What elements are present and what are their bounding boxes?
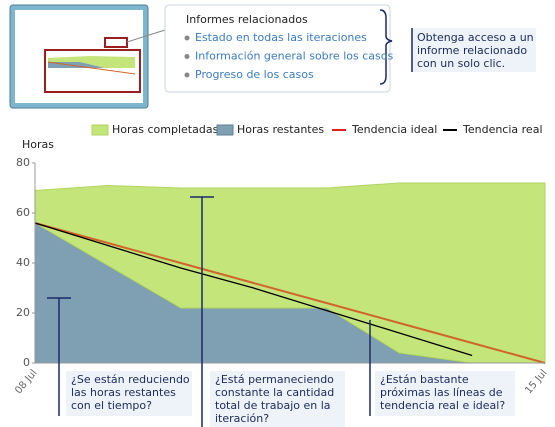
annotation-box: [66, 371, 192, 416]
legend-label: Tendencia real: [462, 123, 543, 136]
annotation-text: iteración?: [215, 412, 269, 425]
y-tick-label: 0: [23, 356, 30, 369]
bullet: [184, 54, 190, 59]
legend-swatch: [216, 124, 234, 136]
y-axis-label: Horas: [22, 138, 54, 151]
annotation-text: tendencia real e ideal?: [380, 399, 505, 412]
annotation-text: las horas restantes: [71, 386, 176, 399]
bullet: [184, 72, 190, 78]
thumbnail: [9, 4, 166, 109]
chart: Horas 0 20 40 60 80 08 Jul 15 Jul Horas completa…: [13, 123, 550, 427]
x-tick-label: 08 Jul: [13, 368, 39, 396]
callout-text: con un solo clic.: [417, 57, 505, 70]
bullet: [184, 35, 190, 41]
legend-label: Horas restantes: [237, 123, 324, 136]
related-panel: [164, 4, 391, 93]
callout-text: Obtenga acceso a un: [417, 31, 534, 44]
annotation-box: [210, 371, 345, 427]
y-tick-label: 20: [16, 306, 30, 319]
annotation-text: próximas las líneas de: [380, 386, 503, 399]
report-link[interactable]: Información general sobre los casos: [195, 50, 393, 63]
x-tick-label: 15 Jul: [523, 368, 549, 396]
report-link[interactable]: Estado en todas las iteraciones: [195, 31, 367, 44]
annotation-text: constante la cantidad: [215, 386, 334, 399]
annotation-text: con el tiempo?: [71, 399, 152, 412]
report-link[interactable]: Progreso de los casos: [195, 68, 314, 81]
trend-line: [34, 222, 473, 357]
callout-text: informe relacionado: [417, 44, 527, 57]
annotation-box: [375, 371, 515, 416]
brace: [379, 9, 393, 85]
y-tick-label: 60: [16, 206, 30, 219]
y-tick-label: 40: [16, 256, 30, 269]
trend-line: [34, 222, 546, 364]
y-tick-label: 80: [16, 156, 30, 169]
legend-label: Horas completadas: [112, 123, 219, 136]
annotation-text: ¿Se están reduciendo: [71, 373, 190, 386]
legend-swatch: [91, 124, 109, 136]
annotation-text: ¿Están bastante: [380, 373, 469, 386]
annotation-text: ¿Está permaneciendo: [215, 373, 334, 386]
legend-label: Tendencia ideal: [351, 123, 437, 136]
panel-title: Informes relacionados: [186, 13, 308, 26]
annotation-text: total de trabajo en la: [215, 399, 331, 412]
